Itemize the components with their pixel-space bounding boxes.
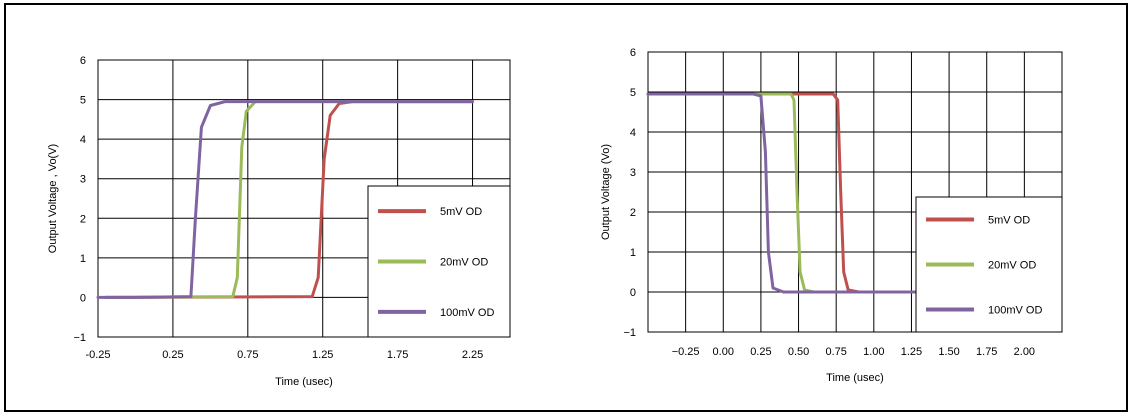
y-tick-label: 1: [630, 247, 636, 259]
y-tick-label: 4: [630, 127, 636, 139]
x-tick-label: −0.25: [672, 346, 700, 358]
x-tick-label: 2.00: [1014, 346, 1035, 358]
series-line-100mv-od: [96, 100, 474, 299]
x-tick-label: 0.50: [788, 346, 809, 358]
x-tick-label: 2.25: [462, 349, 483, 361]
x-tick-label: 1.50: [938, 346, 959, 358]
x-tick-label: 0.75: [825, 346, 846, 358]
series-line-100mv-od: [646, 92, 1049, 294]
y-tick-label: 0: [630, 287, 636, 299]
legend-label: 20mV OD: [440, 257, 488, 269]
y-tick-label: 5: [630, 87, 636, 99]
y-tick-label: 6: [630, 47, 636, 59]
y-tick-label: 2: [630, 207, 636, 219]
x-tick-label: 1.75: [387, 349, 408, 361]
legend-label: 20mV OD: [988, 260, 1036, 272]
y-tick-label: 3: [630, 167, 636, 179]
x-axis-label: Time (usec): [275, 376, 333, 388]
y-tick-label: 1: [80, 253, 86, 265]
y-axis-label: Output Voltage , Vo(V): [47, 144, 59, 253]
x-tick-label: 1.00: [863, 346, 884, 358]
x-axis-label: Time (usec): [826, 372, 884, 384]
y-tick-label: 0: [80, 292, 86, 304]
plot-area: [647, 51, 1063, 333]
legend-label: 100mV OD: [988, 305, 1042, 317]
x-tick-label: 1.25: [901, 346, 922, 358]
chart-2: −1 0 1 2 3 4 5 6 −0.25 0.00 0.25 0.50 0.75 1.00 1.25 1.…: [600, 47, 1063, 384]
legend-label: 5mV OD: [988, 215, 1030, 227]
y-tick-label: 3: [80, 174, 86, 186]
y-tick-label: −1: [73, 332, 86, 344]
legend-label: 5mV OD: [440, 206, 482, 218]
y-tick-label: 6: [80, 55, 86, 67]
x-tick-label: 0.00: [713, 346, 734, 358]
legend: 5mV OD 20mV OD 100mV OD: [367, 185, 511, 338]
y-tick-label: 2: [80, 213, 86, 225]
chart-1: −1 0 1 2 3 4 5 6 -0.25 0.25 0.75 1.25 1.75 2.25 Time (…: [47, 55, 511, 388]
legend: 5mV OD 20mV OD 100mV OD: [915, 196, 1063, 333]
x-tick-label: -0.25: [85, 349, 110, 361]
y-tick-label: −1: [623, 327, 636, 339]
legend-label: 100mV OD: [440, 307, 494, 319]
x-tick-label: 0.25: [162, 349, 183, 361]
x-tick-label: 0.75: [237, 349, 258, 361]
y-tick-label: 4: [80, 134, 86, 146]
x-tick-label: 0.25: [750, 346, 771, 358]
y-axis-label: Output Voltage (Vo): [600, 144, 612, 240]
x-tick-label: 1.25: [312, 349, 333, 361]
y-tick-label: 5: [80, 95, 86, 107]
x-tick-label: 1.75: [976, 346, 997, 358]
